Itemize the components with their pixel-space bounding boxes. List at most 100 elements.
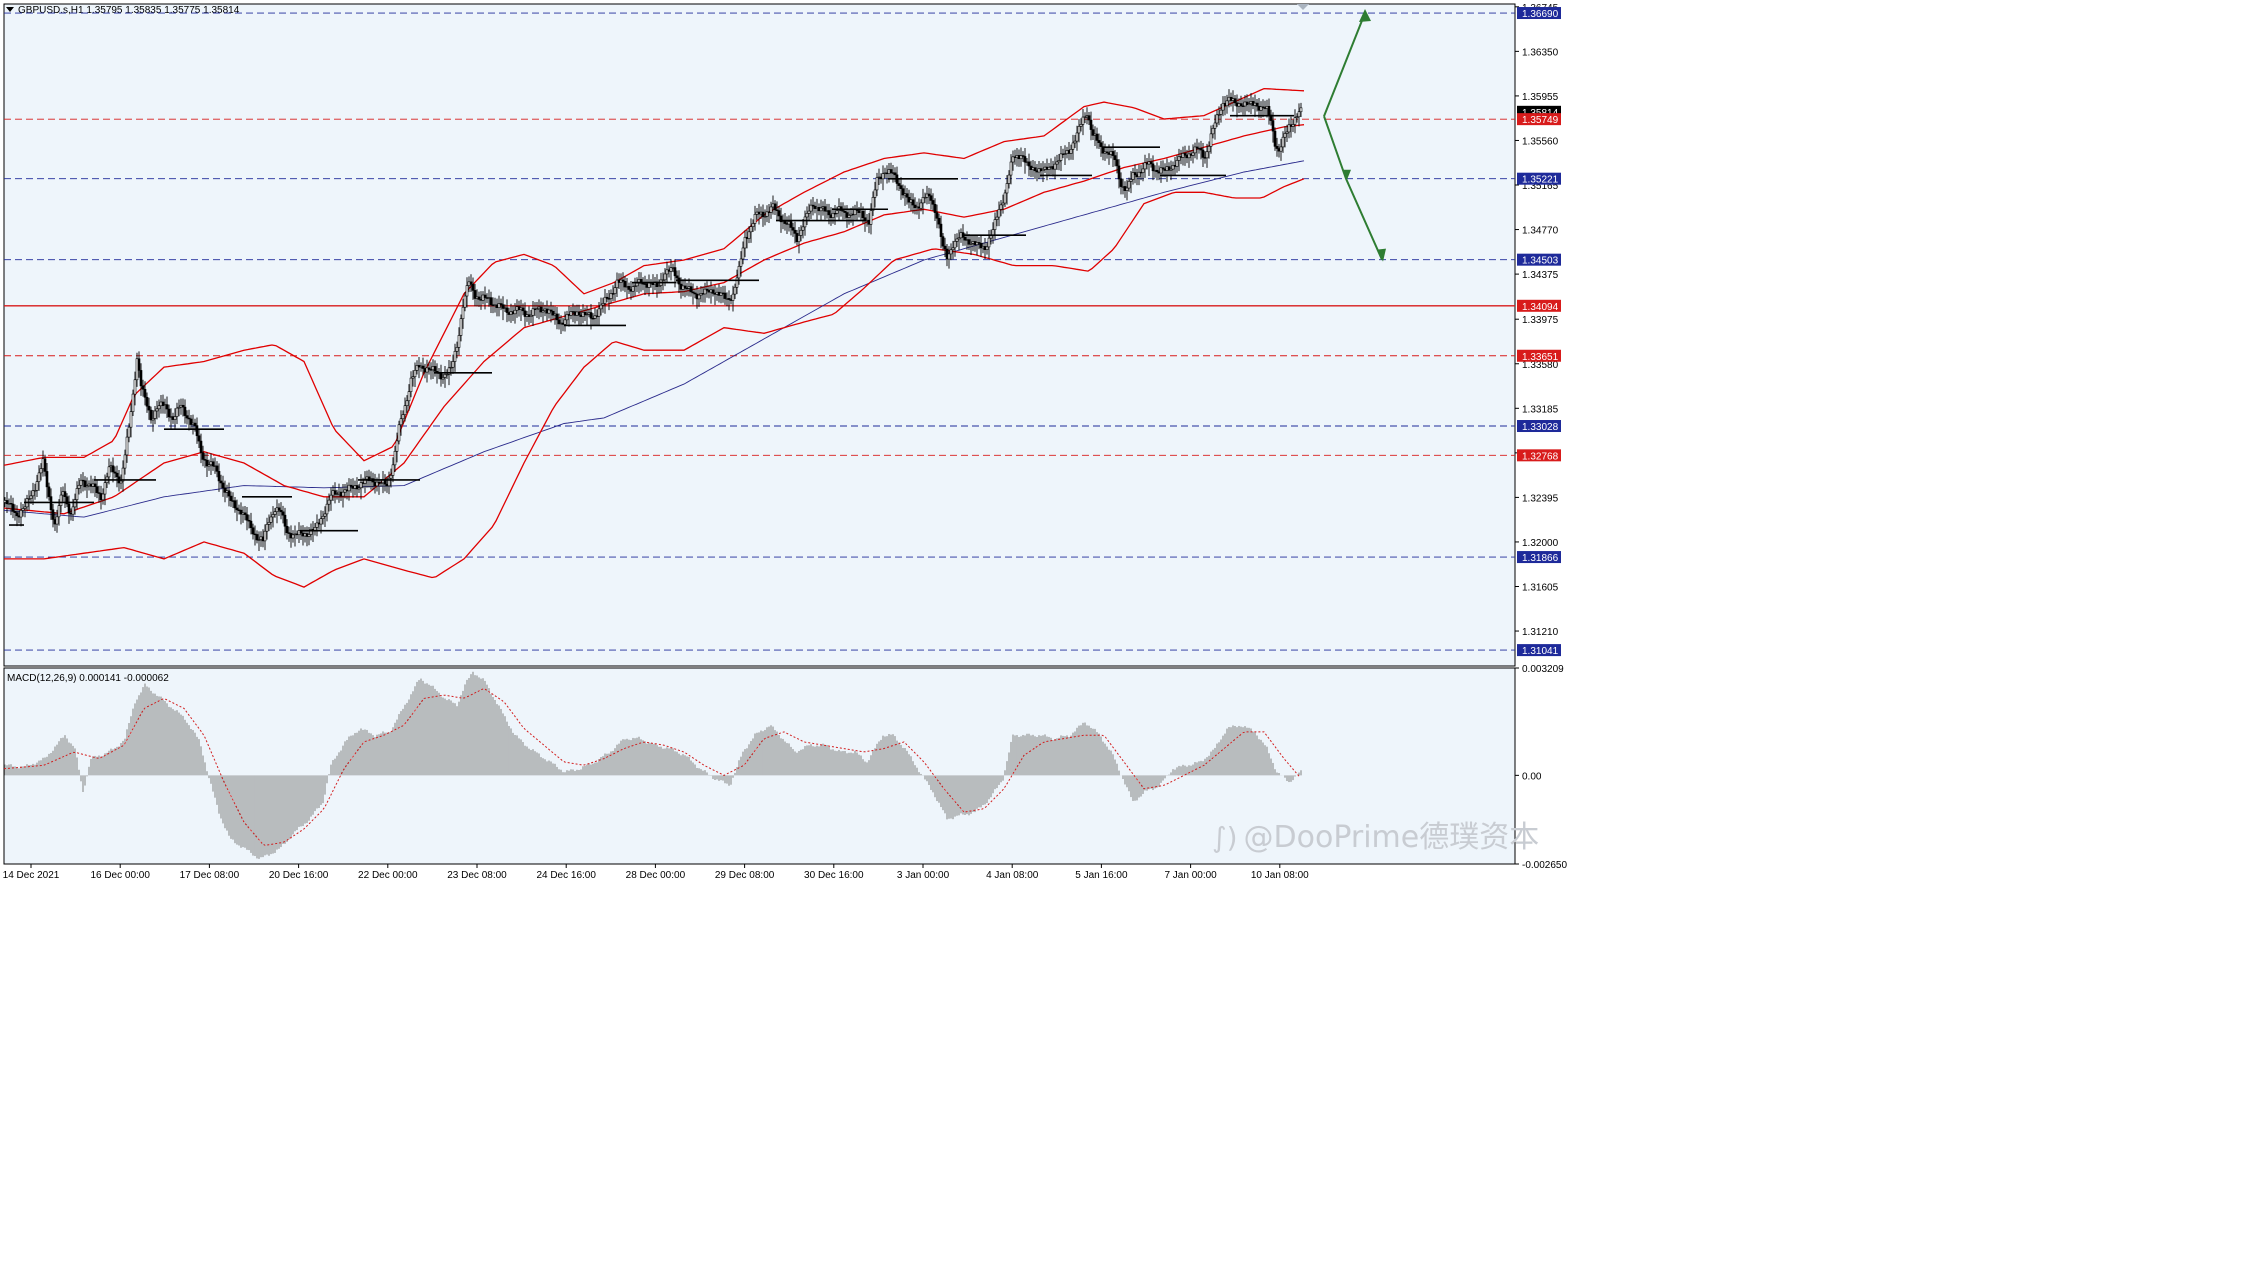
candle	[531, 301, 535, 326]
candle	[1191, 144, 1195, 164]
candle	[405, 395, 409, 414]
candle	[623, 276, 627, 293]
candle-body	[683, 285, 687, 289]
macd-signal-line	[3, 687, 1301, 846]
candle-body	[397, 424, 401, 442]
candle-body	[189, 418, 193, 425]
candle	[1175, 155, 1179, 173]
price-label-box	[1517, 420, 1561, 433]
candle-body	[1199, 147, 1203, 151]
candle-body	[1153, 169, 1157, 172]
candle	[513, 303, 517, 324]
candle-body	[1033, 167, 1037, 172]
candle	[1033, 161, 1037, 179]
candle	[1211, 124, 1215, 139]
candle-body	[1031, 167, 1035, 170]
candle-body	[1137, 171, 1141, 178]
candle-body	[1251, 101, 1255, 106]
candle-body	[139, 370, 143, 387]
candle	[403, 397, 407, 422]
candle	[597, 301, 601, 326]
candle-body	[697, 294, 701, 300]
candle	[195, 417, 199, 444]
price-tick-label: 1.32395	[1522, 493, 1559, 504]
candle	[805, 206, 809, 226]
shift-marker-icon[interactable]	[1297, 4, 1309, 10]
candle-body	[1057, 160, 1061, 163]
chart-svg: GBPUSD.s,H1 1.35795 1.35835 1.35775 1.35…	[0, 0, 1568, 884]
bollinger-bands	[3, 87, 1305, 588]
time-tick-label: 7 Jan 00:00	[1164, 870, 1217, 881]
candle	[1201, 143, 1205, 168]
candle-body	[77, 484, 81, 489]
candle	[899, 177, 903, 200]
candle-body	[1217, 114, 1221, 116]
candle	[765, 205, 769, 223]
candle-body	[847, 215, 851, 218]
candle	[833, 204, 837, 225]
candle-body	[569, 311, 573, 316]
candle	[221, 475, 225, 497]
candle	[129, 403, 133, 438]
time-tick-label: 24 Dec 16:00	[536, 870, 596, 881]
candle-body	[43, 458, 47, 472]
candle-body	[1059, 153, 1063, 161]
candle	[79, 474, 83, 494]
candle-body	[399, 418, 403, 426]
candle-body	[237, 509, 241, 511]
price-label-box	[1517, 449, 1561, 462]
candle	[1291, 119, 1295, 133]
candle	[389, 468, 393, 488]
candle-body	[1003, 192, 1007, 204]
candle	[363, 471, 367, 494]
candle	[777, 206, 781, 221]
candle-body	[269, 516, 273, 523]
candle	[847, 208, 851, 225]
candle-body	[763, 215, 767, 218]
candle-body	[125, 436, 129, 456]
support-resistance-segments	[9, 114, 1294, 532]
candle	[333, 482, 337, 504]
candle	[901, 184, 905, 199]
candle	[445, 369, 449, 380]
price-tick-label: 1.33975	[1522, 315, 1559, 326]
candle-body	[1179, 156, 1183, 158]
price-tick-label: 1.31605	[1522, 582, 1559, 593]
price-tick-label: 1.35955	[1522, 92, 1559, 103]
candle-body	[103, 482, 107, 495]
price-label-text: 1.32768	[1522, 451, 1559, 462]
candle-body	[1047, 167, 1051, 170]
candle-body	[1011, 156, 1015, 163]
candle	[609, 289, 613, 304]
candle	[279, 502, 283, 520]
candle	[735, 269, 739, 295]
candle-body	[1297, 111, 1301, 118]
candle-body	[953, 241, 957, 249]
candle-body	[465, 285, 469, 297]
candle	[199, 433, 203, 464]
candle-body	[47, 486, 51, 497]
candle	[45, 462, 49, 499]
time-tick-label: 23 Dec 08:00	[447, 870, 507, 881]
candle-body	[389, 475, 393, 479]
candle	[1213, 114, 1217, 140]
candle	[631, 282, 635, 298]
time-tick-label: 4 Jan 08:00	[986, 870, 1039, 881]
candle	[1167, 162, 1171, 175]
time-tick-label: 20 Dec 16:00	[269, 870, 329, 881]
candle-body	[145, 396, 149, 407]
candle	[1275, 137, 1279, 157]
candle-body	[1089, 119, 1093, 130]
window-menu-triangle-icon[interactable]	[6, 7, 14, 12]
candle	[927, 187, 931, 204]
candle-body	[387, 477, 391, 487]
candle	[941, 233, 945, 251]
candle	[33, 483, 37, 500]
candle	[245, 507, 249, 531]
candle-body	[621, 279, 625, 282]
candle-body	[75, 488, 79, 500]
candle-body	[425, 367, 429, 373]
candle	[1083, 112, 1087, 124]
candle-body	[235, 507, 239, 511]
candle	[799, 225, 803, 242]
